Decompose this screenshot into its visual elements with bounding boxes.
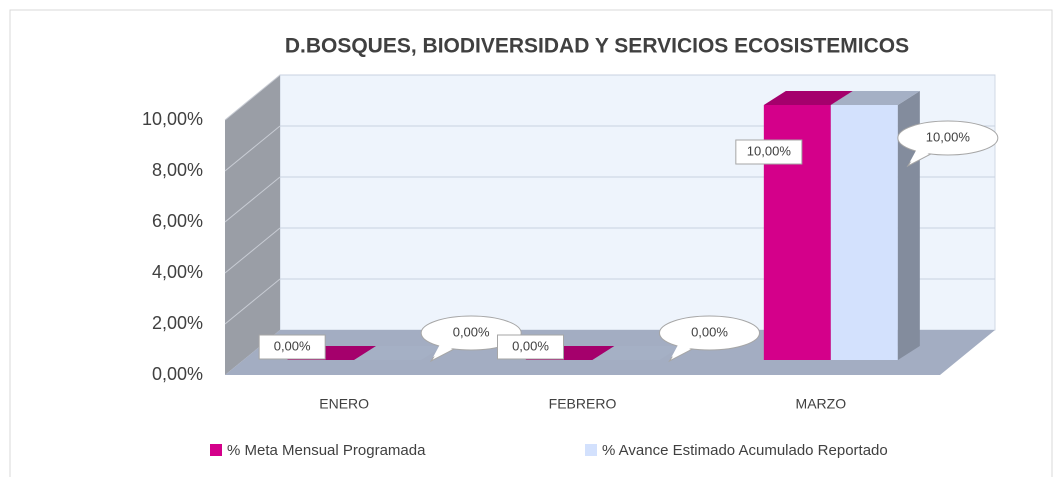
bar (354, 346, 444, 360)
bar-top (763, 91, 853, 105)
bar-front (830, 105, 898, 360)
legend-swatch (585, 444, 597, 456)
grid-line-side (224, 125, 281, 172)
grid-line-side (224, 227, 281, 274)
y-tick-label: 6,00% (152, 211, 203, 231)
grid-line-side (224, 176, 281, 223)
value-label-bubble (420, 315, 522, 351)
value-label: 10,00% (926, 129, 971, 144)
x-tick-label: ENERO (319, 396, 369, 412)
value-label-box (497, 334, 564, 360)
x-tick-label: MARZO (796, 396, 847, 412)
y-tick-label: 10,00% (142, 109, 203, 129)
y-tick-label: 2,00% (152, 313, 203, 333)
value-label-box (735, 139, 803, 165)
bar-top (592, 346, 682, 360)
y-tick-label: 8,00% (152, 160, 203, 180)
grid-line-side (224, 278, 281, 325)
bar-top (354, 346, 444, 360)
value-label: 0,00% (453, 324, 490, 339)
value-label: 10,00% (747, 143, 792, 158)
chart-title: D.BOSQUES, BIODIVERSIDAD Y SERVICIOS ECO… (285, 35, 909, 58)
value-label: 0,00% (512, 338, 549, 353)
value-label-bubble (659, 315, 760, 351)
value-label-callout-cover (671, 344, 694, 357)
x-tick-label: FEBRERO (549, 396, 617, 412)
y-tick-label: 0,00% (152, 364, 203, 384)
side-wall (225, 75, 280, 375)
bar-front (763, 105, 831, 360)
value-label-callout-cover (909, 149, 932, 162)
legend-label: % Meta Mensual Programada (227, 442, 426, 459)
bar-top (830, 91, 920, 105)
value-label: 0,00% (691, 324, 728, 339)
value-label-callout-cover (433, 344, 456, 357)
legend-swatch (210, 444, 222, 456)
legend-label: % Avance Estimado Acumulado Reportado (602, 442, 888, 459)
grid-line-side (224, 74, 281, 121)
value-label-bubble (897, 120, 999, 156)
value-label-box (258, 334, 326, 360)
bar (592, 346, 682, 360)
y-tick-label: 4,00% (152, 262, 203, 282)
value-label: 0,00% (274, 338, 311, 353)
